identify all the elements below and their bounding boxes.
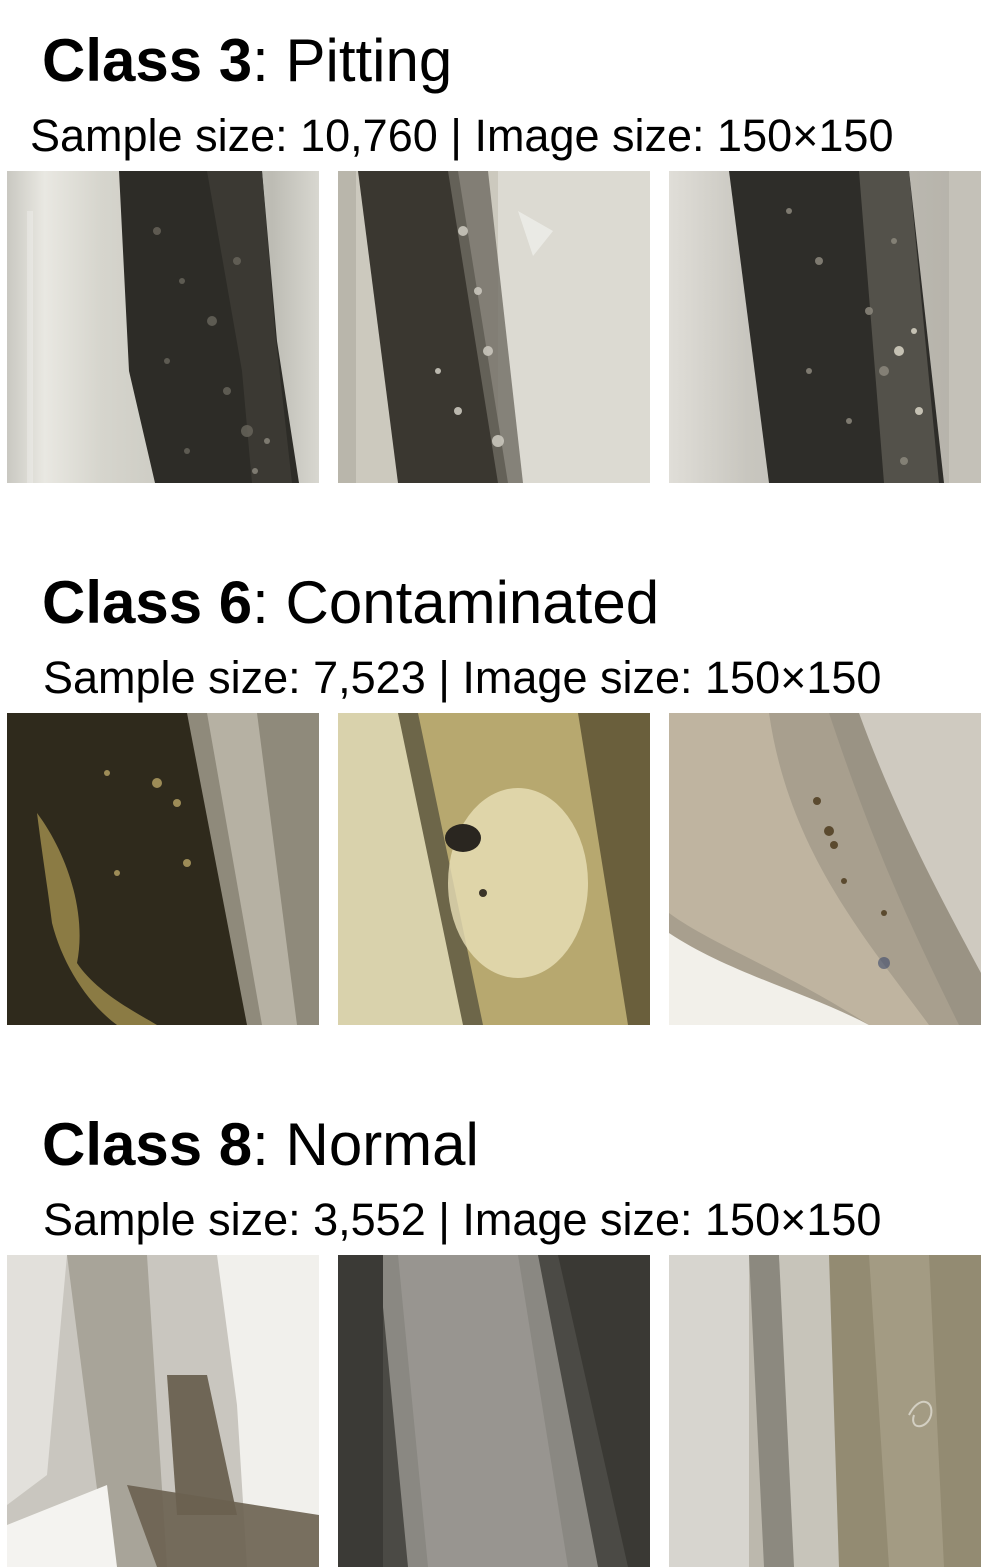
section-title: Class 6: Contaminated: [42, 568, 659, 638]
class-name: : Contaminated: [252, 569, 660, 636]
pitting-sample-1: [7, 171, 319, 483]
class-label: Class 3: [42, 27, 253, 94]
normal-sample-2: [338, 1255, 650, 1567]
section-subtitle: Sample size: 7,523 | Image size: 150×150: [43, 652, 882, 703]
contaminated-sample-2: [338, 713, 650, 1025]
section-title: Class 3: Pitting: [42, 26, 452, 96]
section-subtitle: Sample size: 3,552 | Image size: 150×150: [43, 1194, 882, 1245]
normal-sample-1: [7, 1255, 319, 1567]
contaminated-sample-1: [7, 713, 319, 1025]
pitting-sample-3: [669, 171, 981, 483]
class-name: : Normal: [252, 1111, 479, 1178]
class-label: Class 6: [42, 569, 253, 636]
class-name: : Pitting: [252, 27, 453, 94]
normal-sample-3: [669, 1255, 981, 1567]
section-title: Class 8: Normal: [42, 1110, 479, 1180]
pitting-sample-2: [338, 171, 650, 483]
contaminated-sample-3: [669, 713, 981, 1025]
class-label: Class 8: [42, 1111, 253, 1178]
section-subtitle: Sample size: 10,760 | Image size: 150×15…: [30, 110, 894, 161]
